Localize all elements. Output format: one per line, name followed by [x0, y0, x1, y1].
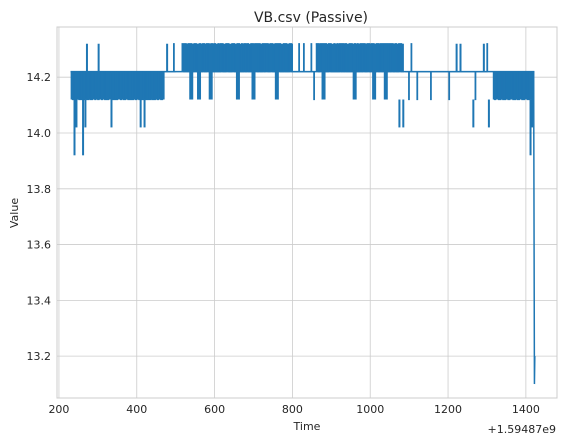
series-dip-block: [352, 43, 357, 100]
series-mid-section-line: [405, 43, 489, 101]
series-mid-section-line: [164, 43, 176, 73]
series-oscillation-line: [492, 71, 535, 101]
series-dip-block: [274, 43, 279, 100]
series-mid-section-line: [292, 43, 315, 101]
x-tick-label: 1400: [512, 403, 540, 416]
series-dip-block: [372, 43, 377, 100]
plot-frame: [56, 26, 558, 399]
y-tick-label: 14.2: [27, 71, 52, 84]
x-axis-ticks: 200 400 600 800 1000 1200 1400: [48, 403, 539, 416]
series-oscillation-line: [70, 71, 165, 101]
series-final-drop: [532, 71, 536, 385]
x-axis-offset-label: +1.59487e9: [488, 423, 556, 436]
y-tick-label: 14.0: [27, 127, 52, 140]
series-oscillation-line: [315, 43, 404, 73]
x-tick-label: 800: [282, 403, 303, 416]
x-tick-label: 400: [126, 403, 147, 416]
y-tick-label: 13.4: [27, 294, 52, 307]
series-group: [70, 43, 536, 385]
series-dip-block: [197, 43, 202, 100]
y-tick-label: 13.2: [27, 350, 52, 363]
y-axis-ticks: 13.2 13.4 13.6 13.8 14.0 14.2: [27, 71, 52, 363]
x-tick-label: 600: [204, 403, 225, 416]
x-tick-label: 200: [48, 403, 69, 416]
series-dip-block: [251, 43, 256, 100]
series-dip-block: [321, 43, 326, 100]
series-dip-block: [235, 43, 240, 100]
grid: [57, 27, 557, 398]
x-tick-label: 1200: [434, 403, 462, 416]
x-tick-label: 1000: [356, 403, 384, 416]
series-dip-block: [189, 43, 194, 100]
x-axis-label: Time: [293, 420, 321, 433]
chart-title: VB.csv (Passive): [254, 10, 368, 26]
series-dip-block: [208, 43, 213, 100]
y-tick-label: 13.8: [27, 183, 52, 196]
series-dip-block: [383, 43, 388, 100]
y-tick-label: 13.6: [27, 239, 52, 252]
y-axis-label: Value: [8, 198, 21, 228]
